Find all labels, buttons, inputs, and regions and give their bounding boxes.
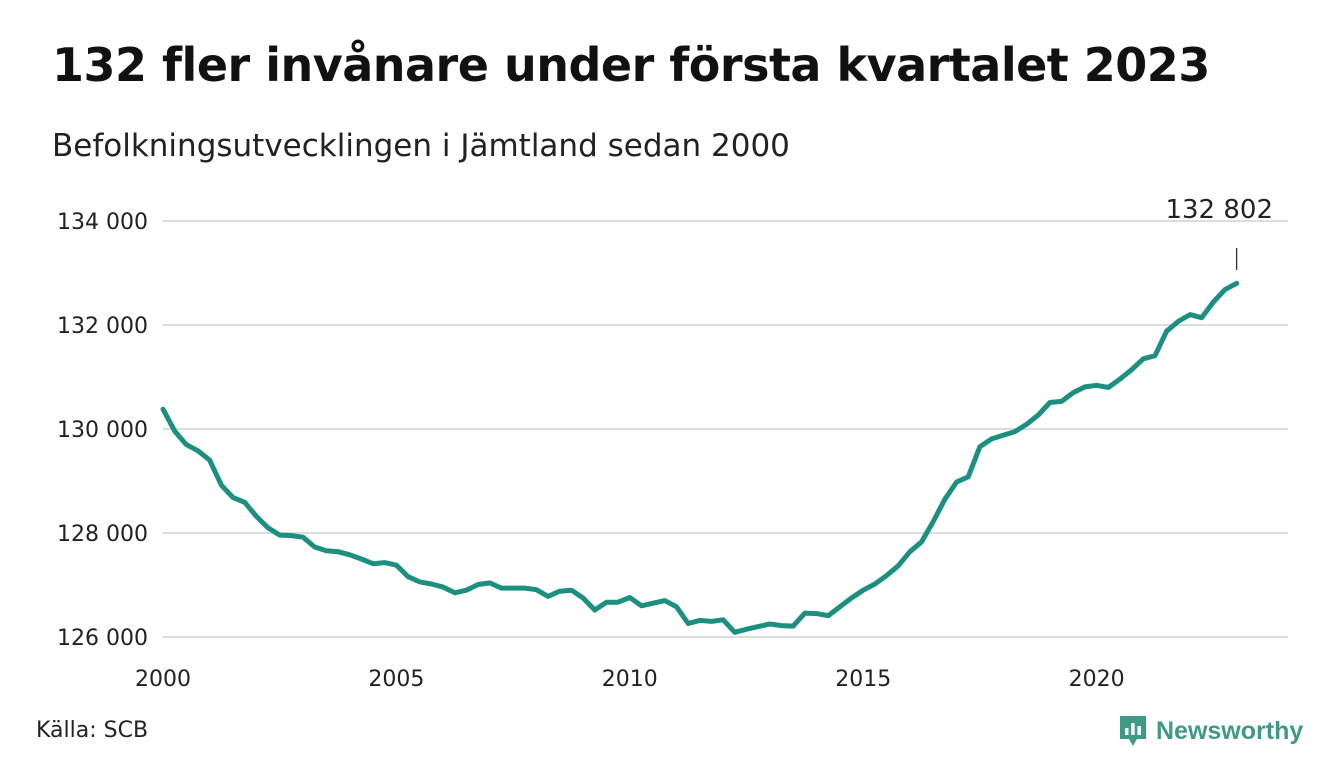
x-tick-label: 2000	[135, 667, 191, 692]
annotation-layer: 132 802	[1165, 195, 1273, 270]
x-tick-label: 2015	[835, 667, 891, 692]
x-tick-label: 2005	[368, 667, 424, 692]
y-tick-label: 128 000	[57, 522, 148, 547]
y-tick-label: 134 000	[57, 210, 148, 235]
brand-logo: Newsworthy	[1118, 714, 1303, 748]
chart-title: 132 fler invånare under första kvartalet…	[52, 38, 1210, 92]
brand-name: Newsworthy	[1156, 716, 1304, 745]
x-tick-label: 2020	[1069, 667, 1125, 692]
chart-subtitle: Befolkningsutvecklingen i Jämtland sedan…	[52, 128, 790, 164]
series-line	[160, 280, 1240, 635]
y-tick-label: 130 000	[57, 418, 148, 443]
gridlines	[163, 220, 1288, 638]
y-tick-label: 126 000	[57, 626, 148, 651]
y-axis-tick-labels: 126 000 128 000 130 000 132 000 134 000	[57, 210, 148, 651]
line-chart: 126 000 128 000 130 000 132 000 134 000 2000…	[57, 195, 1288, 692]
annotation-label: 132 802	[1165, 195, 1273, 225]
source-credit: Källa: SCB	[36, 718, 149, 743]
newsworthy-logo-icon	[1120, 716, 1146, 746]
y-tick-label: 132 000	[57, 314, 148, 339]
x-axis-tick-labels: 2000 2005 2010 2015 2020	[135, 667, 1125, 692]
series-layer	[160, 280, 1240, 635]
x-tick-label: 2010	[602, 667, 658, 692]
